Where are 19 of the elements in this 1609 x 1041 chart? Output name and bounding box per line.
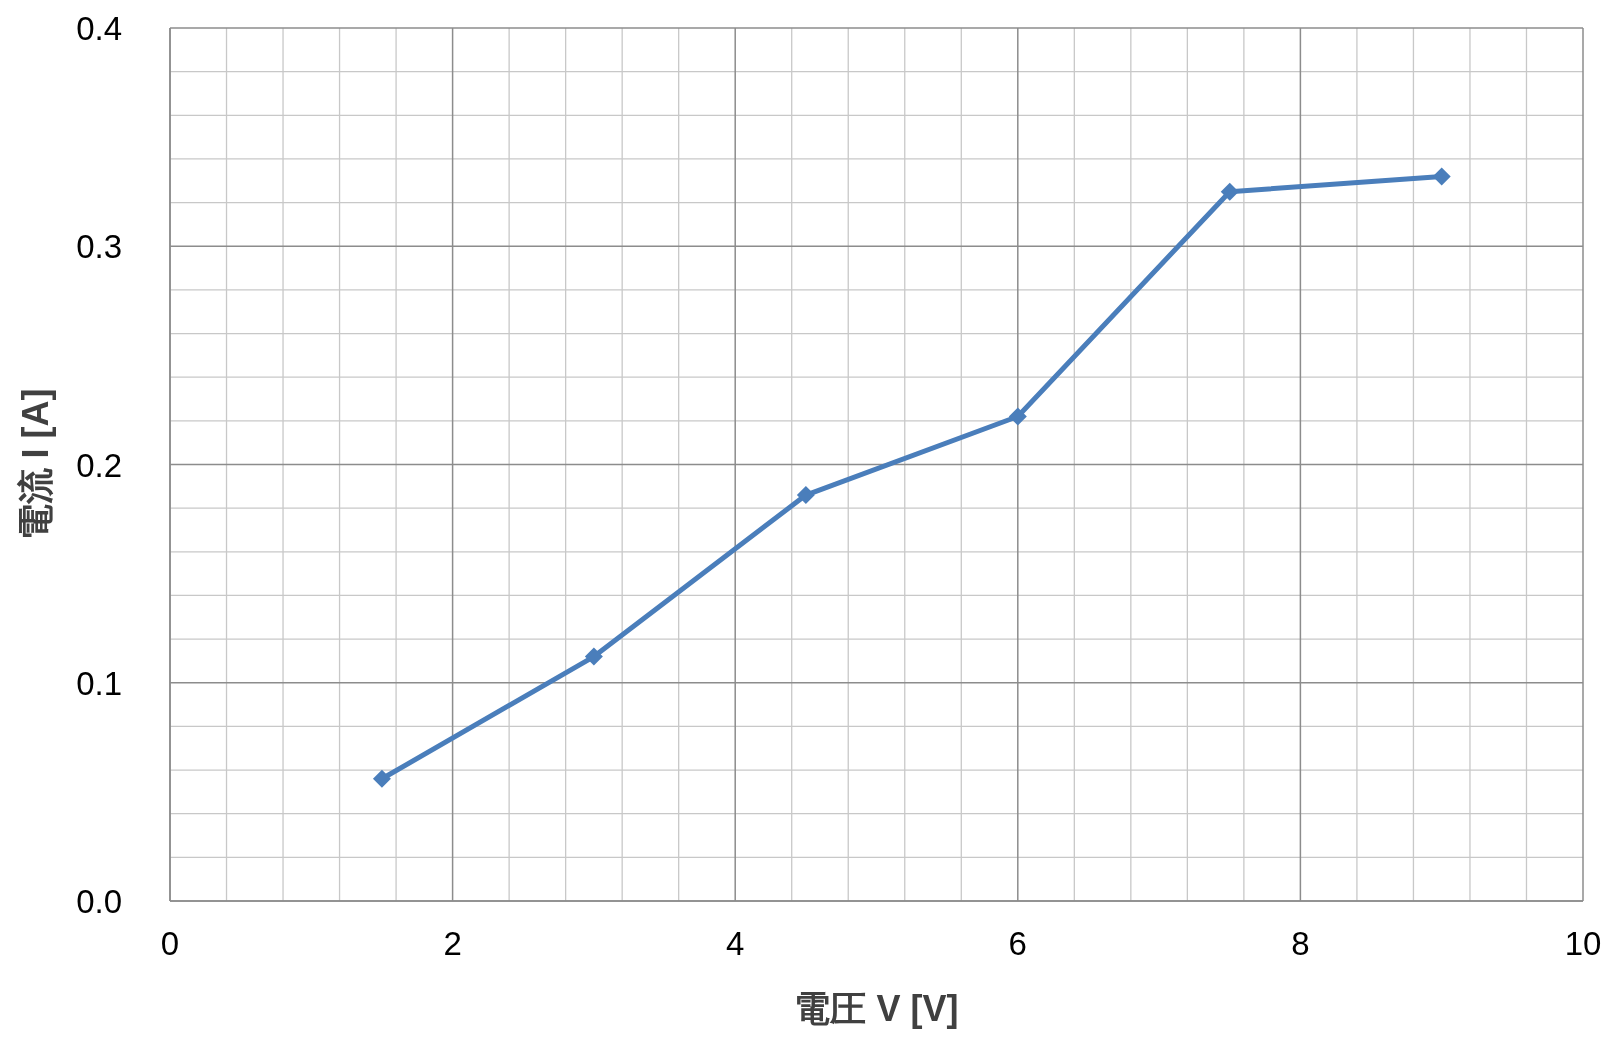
x-axis-title: 電圧 V [V] <box>794 988 959 1029</box>
x-tick-label: 10 <box>1564 925 1602 962</box>
x-tick-label: 4 <box>726 925 745 962</box>
y-tick-label: 0.4 <box>76 10 122 47</box>
y-tick-label: 0.3 <box>76 228 122 266</box>
point <box>1008 407 1027 426</box>
y-tick-label: 0.2 <box>76 446 122 484</box>
y-tick-label: 0.1 <box>76 664 122 702</box>
point <box>1220 182 1239 201</box>
point <box>584 647 603 666</box>
point <box>796 486 815 505</box>
y-tick-label: 0.0 <box>76 883 122 920</box>
point <box>1432 167 1451 186</box>
x-tick-label: 2 <box>443 925 462 962</box>
x-tick-label: 6 <box>1008 925 1027 962</box>
point <box>372 769 391 788</box>
y-axis-title: 電流 I [A] <box>15 388 56 541</box>
x-tick-label: 8 <box>1291 925 1310 962</box>
x-tick-label: 0 <box>160 925 180 962</box>
